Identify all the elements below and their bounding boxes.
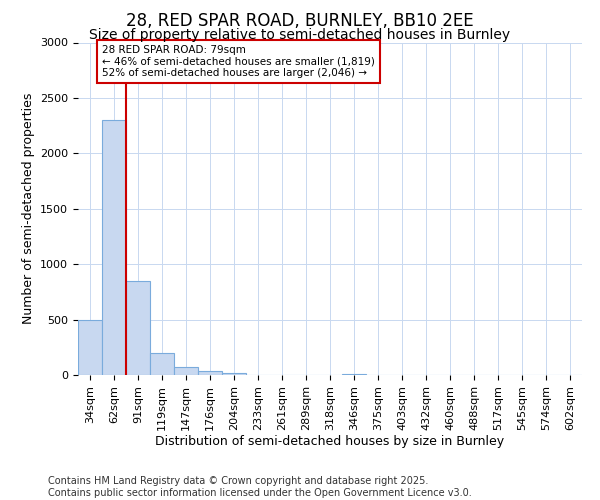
Text: Size of property relative to semi-detached houses in Burnley: Size of property relative to semi-detach…: [89, 28, 511, 42]
Bar: [174, 366, 198, 375]
X-axis label: Distribution of semi-detached houses by size in Burnley: Distribution of semi-detached houses by …: [155, 436, 505, 448]
Bar: [150, 353, 174, 375]
Y-axis label: Number of semi-detached properties: Number of semi-detached properties: [22, 93, 35, 324]
Bar: [102, 120, 126, 375]
Bar: [78, 320, 102, 375]
Bar: [222, 374, 246, 375]
Text: Contains HM Land Registry data © Crown copyright and database right 2025.
Contai: Contains HM Land Registry data © Crown c…: [48, 476, 472, 498]
Bar: [198, 370, 222, 375]
Bar: [126, 281, 150, 375]
Bar: [342, 374, 366, 375]
Text: 28, RED SPAR ROAD, BURNLEY, BB10 2EE: 28, RED SPAR ROAD, BURNLEY, BB10 2EE: [126, 12, 474, 30]
Text: 28 RED SPAR ROAD: 79sqm
← 46% of semi-detached houses are smaller (1,819)
52% of: 28 RED SPAR ROAD: 79sqm ← 46% of semi-de…: [102, 44, 375, 78]
